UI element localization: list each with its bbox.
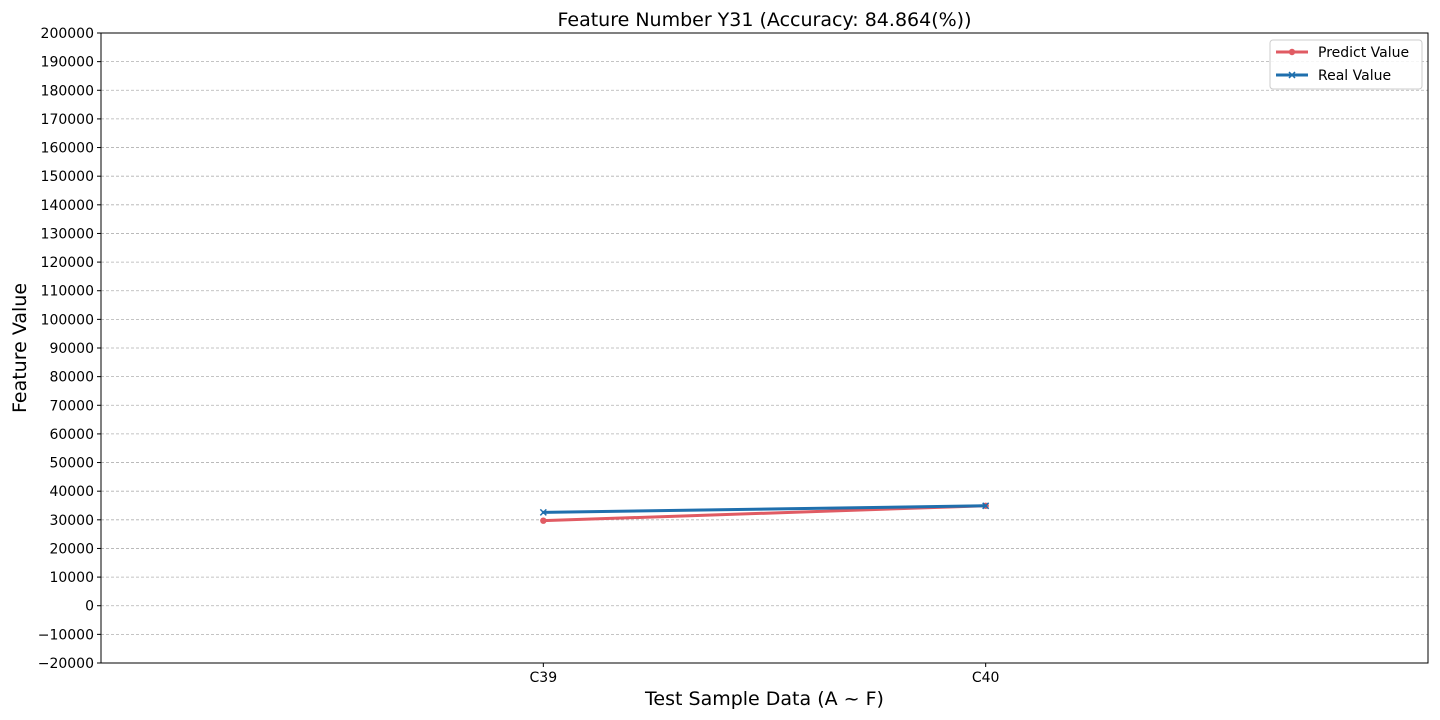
- x-tick-label: C40: [972, 670, 1000, 686]
- x-axis-ticks: C39 C40: [530, 663, 1000, 686]
- y-axis-ticks: −20000 −10000 0 10000 20000 30000 40000 50000 60…: [38, 26, 101, 672]
- y-tick-label: 110000: [41, 284, 94, 300]
- series-real-value: [539, 502, 990, 516]
- data-point: [982, 502, 990, 510]
- y-tick-label: 160000: [41, 141, 94, 157]
- y-tick-label: 90000: [49, 341, 94, 357]
- legend: Predict Value Real Value: [1269, 39, 1423, 90]
- data-point: [1288, 48, 1296, 56]
- legend-items: Predict Value Real Value: [1276, 45, 1409, 84]
- y-tick-label: 120000: [41, 255, 94, 271]
- y-tick-label: 190000: [41, 55, 94, 71]
- x-tick-label: C39: [530, 670, 558, 686]
- y-tick-label: 130000: [41, 226, 94, 242]
- y-tick-label: 150000: [41, 169, 94, 185]
- series-layer: [539, 502, 990, 524]
- data-point: [539, 508, 547, 516]
- data-point: [1288, 71, 1296, 79]
- y-tick-label: −20000: [38, 656, 94, 672]
- series-line: [541, 504, 988, 514]
- y-axis-label: Feature Value: [9, 283, 31, 413]
- y-tick-label: 20000: [49, 541, 94, 557]
- data-point: [540, 517, 547, 524]
- y-tick-label: 100000: [41, 312, 94, 328]
- y-tick-label: 0: [85, 599, 94, 615]
- y-tick-label: −10000: [38, 627, 94, 643]
- y-tick-label: 180000: [41, 83, 94, 99]
- y-tick-label: 40000: [49, 484, 94, 500]
- legend-label: Real Value: [1318, 68, 1391, 84]
- y-tick-label: 200000: [41, 26, 94, 42]
- y-tick-label: 70000: [49, 398, 94, 414]
- y-tick-label: 60000: [49, 427, 94, 443]
- legend-label: Predict Value: [1318, 45, 1409, 61]
- y-tick-label: 80000: [49, 370, 94, 386]
- y-tick-label: 30000: [49, 513, 94, 529]
- legend-item: Predict Value: [1276, 45, 1409, 61]
- grid-layer: [101, 32, 1428, 664]
- y-tick-label: 140000: [41, 198, 94, 214]
- y-tick-label: 170000: [41, 112, 94, 128]
- legend-item: Real Value: [1276, 68, 1391, 84]
- chart-title: Feature Number Y31 (Accuracy: 84.864(%)): [557, 9, 971, 31]
- x-axis-label: Test Sample Data (A ~ F): [644, 688, 884, 710]
- y-tick-label: 50000: [49, 456, 94, 472]
- y-tick-label: 10000: [49, 570, 94, 586]
